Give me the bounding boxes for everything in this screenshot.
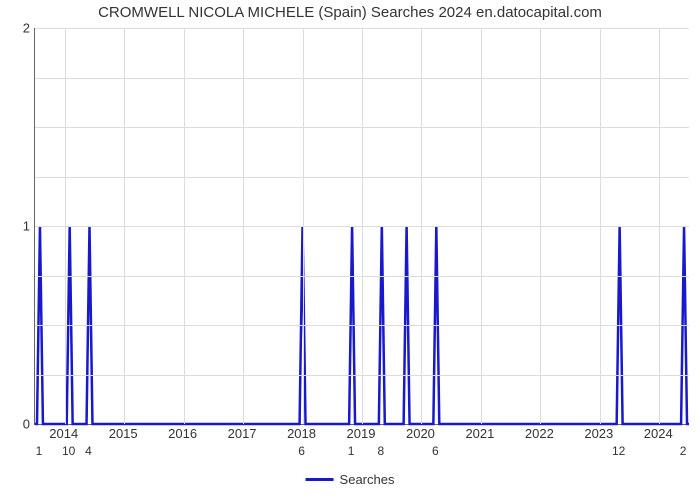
x-tick-label: 2018 bbox=[287, 426, 316, 441]
value-label: 12 bbox=[612, 444, 625, 458]
x-gridline bbox=[421, 28, 422, 424]
y-tick-label: 1 bbox=[6, 219, 30, 234]
legend-swatch bbox=[306, 478, 334, 481]
x-tick-label: 2022 bbox=[525, 426, 554, 441]
value-label: 6 bbox=[432, 444, 439, 458]
legend: Searches bbox=[306, 472, 395, 487]
x-gridline bbox=[659, 28, 660, 424]
x-tick-label: 2015 bbox=[109, 426, 138, 441]
y-tick-label: 2 bbox=[6, 21, 30, 36]
x-gridline bbox=[184, 28, 185, 424]
chart-container: CROMWELL NICOLA MICHELE (Spain) Searches… bbox=[0, 0, 700, 500]
value-label: 10 bbox=[62, 444, 75, 458]
x-tick-label: 2019 bbox=[347, 426, 376, 441]
x-tick-label: 2014 bbox=[49, 426, 78, 441]
x-tick-label: 2016 bbox=[168, 426, 197, 441]
x-gridline bbox=[303, 28, 304, 424]
x-gridline bbox=[243, 28, 244, 424]
value-label: 6 bbox=[298, 444, 305, 458]
x-gridline bbox=[540, 28, 541, 424]
x-tick-label: 2020 bbox=[406, 426, 435, 441]
value-label: 2 bbox=[680, 444, 687, 458]
plot-area bbox=[34, 28, 689, 425]
x-tick-label: 2021 bbox=[465, 426, 494, 441]
x-tick-label: 2017 bbox=[228, 426, 257, 441]
x-gridline bbox=[65, 28, 66, 424]
x-gridline bbox=[481, 28, 482, 424]
x-gridline bbox=[124, 28, 125, 424]
chart-title: CROMWELL NICOLA MICHELE (Spain) Searches… bbox=[0, 4, 700, 21]
x-tick-label: 2023 bbox=[584, 426, 613, 441]
legend-label: Searches bbox=[340, 472, 395, 487]
x-tick-label: 2024 bbox=[644, 426, 673, 441]
value-label: 1 bbox=[36, 444, 43, 458]
y-tick-label: 0 bbox=[6, 417, 30, 432]
x-gridline bbox=[362, 28, 363, 424]
value-label: 1 bbox=[348, 444, 355, 458]
value-label: 8 bbox=[377, 444, 384, 458]
x-gridline bbox=[600, 28, 601, 424]
value-label: 4 bbox=[85, 444, 92, 458]
